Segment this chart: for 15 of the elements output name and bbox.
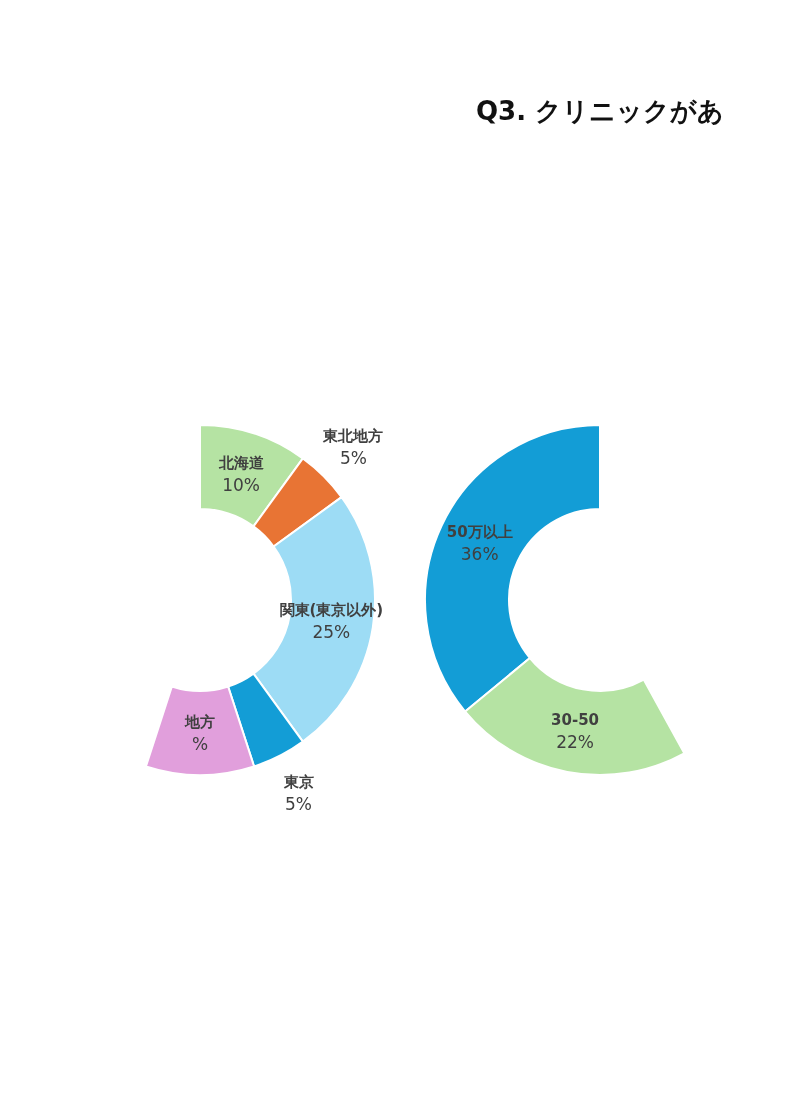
slice-label: 東北地方 — [322, 426, 384, 445]
data-label: 10% — [222, 474, 260, 495]
slice-label: 地方 — [184, 713, 215, 731]
data-label: 36% — [460, 544, 499, 565]
slice-label: 東京 — [282, 773, 314, 792]
slice-label: 30-50 — [551, 710, 600, 729]
slice-label: 50万以上 — [446, 523, 513, 542]
slice-label: 北海道 — [217, 453, 265, 472]
slice-label: 関東(東京以外) — [279, 600, 384, 619]
data-label: % — [191, 734, 209, 754]
data-label: 22% — [556, 731, 594, 752]
data-label: 25% — [312, 621, 351, 642]
data-label: 5% — [285, 794, 313, 815]
data-label: 5% — [339, 447, 367, 468]
chart-title: Q3. クリニックがあ — [475, 96, 725, 126]
